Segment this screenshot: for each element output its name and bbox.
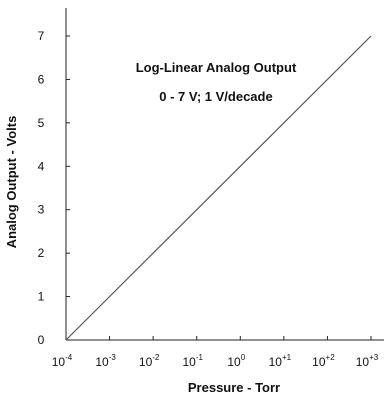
annotation-title: Log-Linear Analog Output: [136, 60, 297, 75]
x-tick-label: 10+1: [269, 353, 292, 369]
x-tick-base: 10: [52, 355, 66, 369]
x-tick-label: 10+3: [356, 353, 379, 369]
y-tick-label: 3: [38, 203, 45, 217]
y-tick-label: 6: [38, 72, 45, 86]
x-tick-exponent: -3: [109, 353, 117, 362]
y-tick-label: 5: [38, 116, 45, 130]
x-ticks: 10-4 10-3 10-2 10-1 100 10+1 10+2 10+3: [52, 336, 379, 369]
x-tick-label: 10-4: [52, 353, 73, 369]
x-tick-exponent: 0: [241, 353, 246, 362]
x-tick-label: 10-2: [139, 353, 160, 369]
x-tick-base: 10: [139, 355, 153, 369]
x-tick-exponent: -2: [152, 353, 160, 362]
x-tick-base: 10: [182, 355, 196, 369]
x-tick-label: 10-1: [182, 353, 203, 369]
x-tick-label: 10+2: [312, 353, 335, 369]
x-tick-exponent: -4: [65, 353, 73, 362]
x-tick-label: 100: [227, 353, 245, 369]
x-tick-base: 10: [227, 355, 241, 369]
x-tick-base: 10: [95, 355, 109, 369]
y-ticks: 0 1 2 3 4 5 6 7: [38, 29, 70, 347]
x-tick-base: 10: [269, 355, 283, 369]
axes: [65, 8, 384, 341]
x-tick-exponent: -1: [196, 353, 204, 362]
x-tick-exponent: +1: [282, 353, 292, 362]
x-axis-title: Pressure - Torr: [188, 380, 280, 395]
annotation-range: 0 - 7 V; 1 V/decade: [159, 89, 272, 104]
y-tick-label: 0: [38, 333, 45, 347]
x-tick-exponent: +3: [369, 353, 379, 362]
y-tick-label: 1: [38, 290, 45, 304]
series-group: [65, 35, 372, 341]
y-tick-label: 7: [38, 29, 45, 43]
x-tick-base: 10: [312, 355, 326, 369]
series-line: [65, 35, 372, 341]
y-axis-title: Analog Output - Volts: [4, 116, 19, 249]
y-tick-label: 4: [38, 159, 45, 173]
x-tick-base: 10: [356, 355, 370, 369]
y-tick-label: 2: [38, 246, 45, 260]
x-tick-exponent: +2: [326, 353, 336, 362]
x-tick-label: 10-3: [95, 353, 116, 369]
